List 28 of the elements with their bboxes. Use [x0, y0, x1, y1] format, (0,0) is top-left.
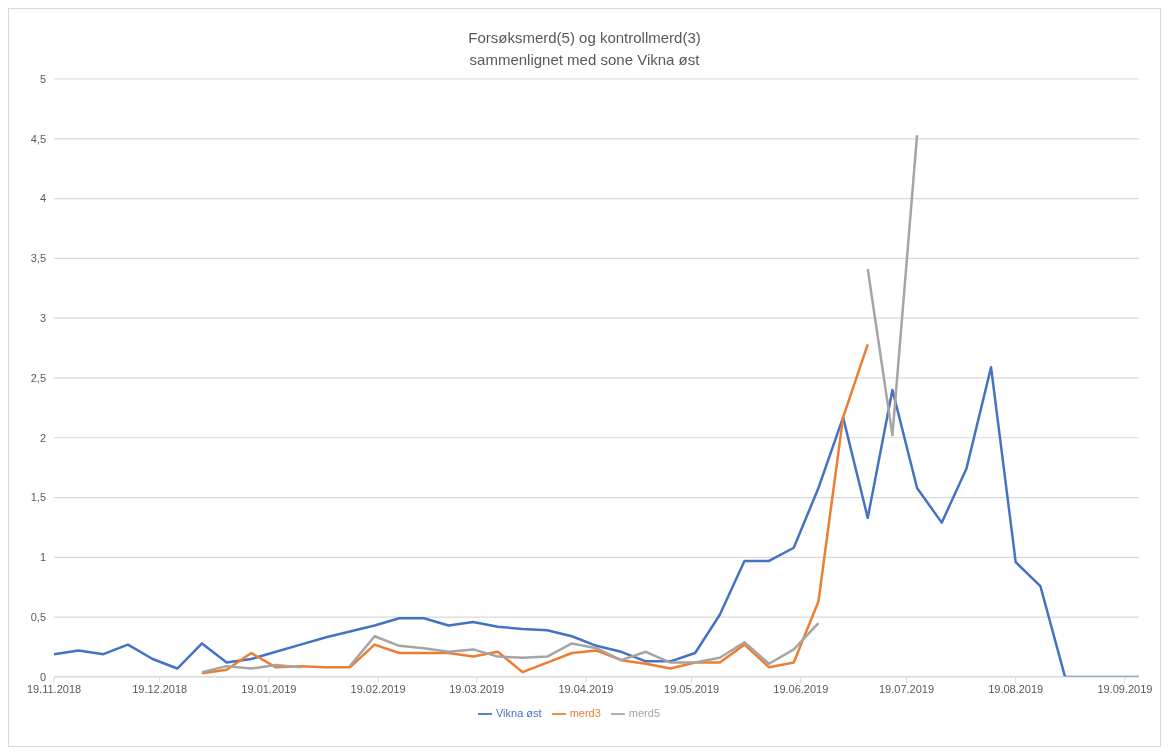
legend-label: merd5 — [628, 706, 661, 719]
x-tick-label: 19.02.2019 — [350, 682, 406, 695]
y-tick-label: 1,5 — [30, 491, 46, 504]
x-tick-label: 19.07.2019 — [878, 682, 935, 695]
x-tick-label: 19.11.2018 — [26, 682, 82, 695]
y-tick-label: 2,5 — [30, 371, 46, 384]
x-tick-label: 19.08.2019 — [988, 682, 1044, 695]
y-tick-label: 5 — [39, 72, 46, 85]
y-tick-label: 0 — [39, 670, 46, 683]
x-tick-label: 19.06.2019 — [773, 682, 829, 695]
y-tick-label: 3,5 — [30, 252, 46, 265]
line-series — [200, 343, 869, 675]
y-tick-label: 4 — [39, 192, 46, 205]
x-tick-label: 19.12.2018 — [132, 682, 188, 695]
chart-title: Forsøksmerd(5) og kontrollmerd(3) — [467, 28, 702, 48]
x-tick-label: 19.03.2019 — [449, 682, 505, 695]
y-tick-label: 4,5 — [30, 132, 46, 145]
y-tick-label: 0,5 — [30, 611, 46, 624]
chart-subtitle: sammenlignet med sone Vikna øst — [468, 50, 701, 70]
x-tick-label: 19.09.2019 — [1097, 682, 1153, 695]
legend-label: merd3 — [569, 706, 601, 719]
y-tick-label: 3 — [39, 312, 46, 325]
legend-label: Vikna øst — [495, 706, 542, 719]
x-tick-label: 19.04.2019 — [558, 682, 614, 695]
y-tick-label: 2 — [39, 431, 46, 444]
y-tick-label: 1 — [39, 551, 46, 564]
x-tick-label: 19.05.2019 — [664, 682, 720, 695]
x-tick-label: 19.01.2019 — [241, 682, 297, 695]
